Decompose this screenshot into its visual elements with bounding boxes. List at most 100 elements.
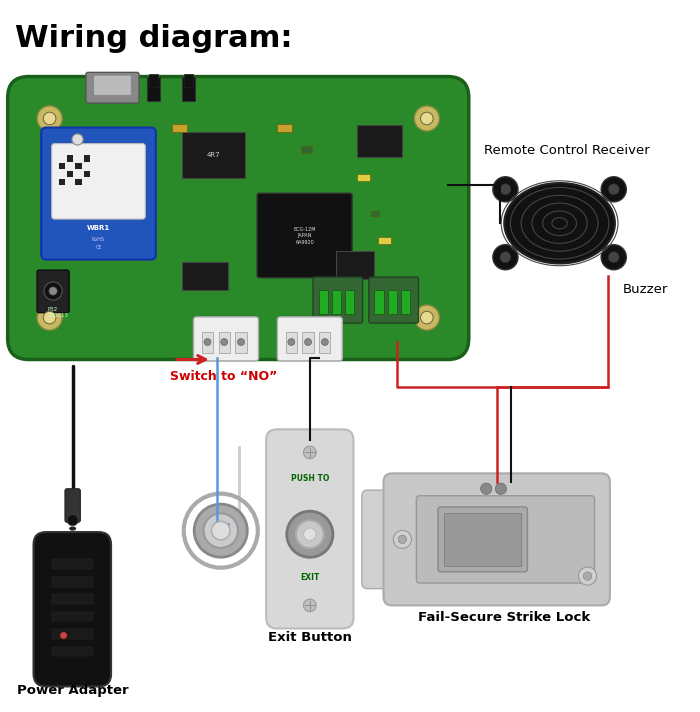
Text: EXIT: EXIT — [300, 573, 319, 582]
Bar — [342, 214, 346, 220]
Circle shape — [493, 245, 518, 270]
Bar — [286, 332, 297, 352]
Bar — [302, 332, 314, 352]
Bar — [342, 204, 346, 210]
Circle shape — [220, 338, 228, 345]
Circle shape — [421, 112, 433, 125]
Bar — [182, 262, 228, 290]
Bar — [342, 234, 346, 239]
Bar — [67, 171, 74, 177]
Circle shape — [414, 305, 440, 330]
Circle shape — [287, 511, 333, 557]
Bar — [52, 577, 93, 587]
Circle shape — [60, 632, 67, 639]
Ellipse shape — [504, 183, 615, 263]
Bar — [342, 253, 346, 259]
Circle shape — [204, 513, 238, 548]
Circle shape — [67, 515, 78, 525]
FancyBboxPatch shape — [384, 473, 610, 605]
Bar — [202, 332, 213, 352]
Bar — [342, 244, 346, 249]
FancyBboxPatch shape — [8, 77, 469, 360]
Ellipse shape — [69, 526, 76, 530]
Bar — [444, 513, 522, 565]
Text: Switch to “NO”: Switch to “NO” — [171, 370, 278, 383]
Circle shape — [496, 483, 507, 494]
Bar — [401, 290, 410, 314]
Bar — [262, 234, 267, 239]
Bar — [357, 174, 370, 182]
Bar — [52, 595, 93, 604]
Bar — [150, 75, 158, 87]
Bar — [388, 290, 397, 314]
Bar — [336, 251, 375, 279]
Text: P32
230213: P32 230213 — [48, 307, 69, 318]
Text: PUSH TO: PUSH TO — [290, 473, 329, 483]
Text: WBR1: WBR1 — [87, 225, 110, 231]
Bar — [235, 332, 246, 352]
Circle shape — [601, 245, 626, 270]
Circle shape — [296, 520, 324, 548]
Text: RoHS: RoHS — [92, 237, 105, 242]
Bar — [262, 204, 267, 210]
Circle shape — [321, 338, 328, 345]
Bar — [301, 147, 312, 153]
Circle shape — [237, 338, 244, 345]
FancyBboxPatch shape — [94, 75, 132, 95]
Text: ECG-12M
JAPAN
6A9920: ECG-12M JAPAN 6A9920 — [293, 226, 316, 245]
Circle shape — [37, 106, 62, 131]
Bar — [52, 612, 93, 622]
Ellipse shape — [69, 635, 76, 639]
FancyBboxPatch shape — [86, 73, 139, 103]
Circle shape — [304, 338, 312, 345]
Ellipse shape — [69, 594, 76, 597]
FancyBboxPatch shape — [41, 127, 156, 260]
Text: Fail-Secure Strike Lock: Fail-Secure Strike Lock — [418, 611, 590, 624]
Bar — [76, 163, 82, 169]
Ellipse shape — [69, 568, 76, 572]
Bar — [262, 214, 267, 220]
Circle shape — [500, 251, 511, 263]
Circle shape — [601, 177, 626, 202]
Ellipse shape — [69, 619, 76, 623]
Circle shape — [304, 599, 316, 612]
Circle shape — [204, 338, 211, 345]
Ellipse shape — [69, 602, 76, 606]
Bar — [357, 125, 402, 157]
Ellipse shape — [69, 610, 76, 614]
FancyBboxPatch shape — [438, 507, 527, 572]
Circle shape — [37, 305, 62, 330]
Circle shape — [72, 134, 83, 145]
Ellipse shape — [69, 627, 76, 632]
Circle shape — [44, 282, 62, 300]
Circle shape — [500, 184, 511, 195]
FancyBboxPatch shape — [416, 496, 594, 583]
Circle shape — [288, 338, 295, 345]
Text: Wiring diagram:: Wiring diagram: — [15, 24, 292, 53]
Circle shape — [583, 572, 592, 580]
Ellipse shape — [69, 585, 76, 590]
Bar — [52, 629, 93, 639]
Ellipse shape — [69, 560, 76, 564]
Ellipse shape — [69, 552, 76, 556]
Text: Remote Control Receiver: Remote Control Receiver — [484, 144, 650, 157]
Circle shape — [304, 446, 316, 459]
Bar — [262, 244, 267, 249]
Text: Power Adapter: Power Adapter — [17, 684, 129, 697]
Circle shape — [608, 251, 620, 263]
Bar — [371, 211, 379, 216]
FancyBboxPatch shape — [37, 270, 69, 313]
Bar — [276, 124, 292, 132]
Circle shape — [421, 311, 433, 324]
Bar — [182, 77, 195, 101]
FancyBboxPatch shape — [266, 429, 354, 629]
Bar — [52, 560, 93, 569]
Bar — [378, 237, 391, 244]
Circle shape — [481, 483, 492, 494]
Text: 4R7: 4R7 — [207, 152, 220, 158]
Bar — [332, 290, 341, 314]
Bar — [262, 253, 267, 259]
Bar — [262, 263, 267, 268]
Bar — [184, 75, 192, 87]
Circle shape — [608, 184, 620, 195]
